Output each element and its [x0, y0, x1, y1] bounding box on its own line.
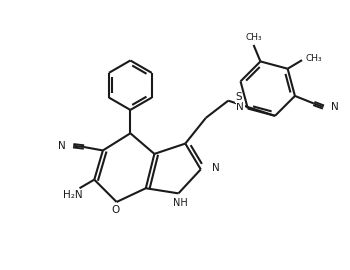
Text: N: N	[236, 102, 244, 112]
Text: O: O	[112, 205, 120, 215]
Text: S: S	[235, 92, 242, 102]
Text: CH₃: CH₃	[245, 33, 262, 42]
Text: H₂N: H₂N	[63, 190, 83, 200]
Text: NH: NH	[173, 198, 188, 208]
Text: N: N	[58, 141, 65, 151]
Text: N: N	[331, 102, 339, 112]
Text: CH₃: CH₃	[306, 54, 322, 63]
Text: N: N	[212, 163, 219, 173]
